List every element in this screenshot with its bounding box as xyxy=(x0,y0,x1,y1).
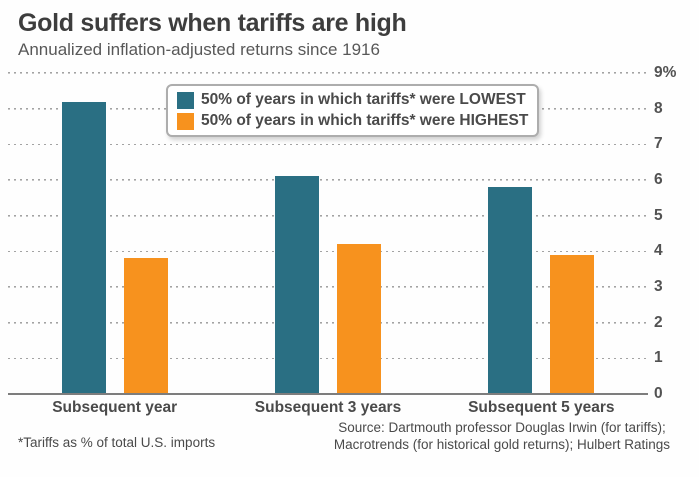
plot-area xyxy=(8,72,648,395)
gridline-9 xyxy=(8,72,648,74)
legend-label-lowest: 50% of years in which tariffs* were LOWE… xyxy=(201,91,526,108)
bar-lowest-2 xyxy=(488,187,533,394)
bar-group-2 xyxy=(435,73,648,394)
source-attribution: Source: Dartmouth professor Douglas Irwi… xyxy=(316,419,688,453)
bar-lowest-1 xyxy=(274,176,319,394)
gridline-3 xyxy=(8,285,648,288)
chart-title: Gold suffers when tariffs are high xyxy=(18,9,407,37)
gridline-7 xyxy=(8,143,648,146)
y-axis-label-5: 5 xyxy=(654,206,663,224)
bar-highest-2 xyxy=(550,254,595,394)
bar-groups xyxy=(8,73,648,394)
bar-group-1 xyxy=(221,73,434,394)
legend: 50% of years in which tariffs* were LOWE… xyxy=(166,84,540,137)
legend-swatch-highest xyxy=(177,112,194,130)
y-axis-label-7: 7 xyxy=(654,135,663,153)
footnote: *Tariffs as % of total U.S. imports xyxy=(18,435,216,450)
x-axis-label-2: Subsequent 5 years xyxy=(468,399,615,416)
x-axis-line xyxy=(8,393,648,395)
gridline-1 xyxy=(8,357,648,360)
y-axis-label-3: 3 xyxy=(654,278,663,295)
gridline-4 xyxy=(8,250,648,253)
gridline-2 xyxy=(8,321,648,324)
y-axis-label-6: 6 xyxy=(654,171,663,188)
gridline-6 xyxy=(8,178,648,181)
chart-subtitle: Annualized inflation-adjusted returns si… xyxy=(18,40,380,59)
y-axis-label-9: 9% xyxy=(654,64,677,81)
legend-item-highest: 50% of years in which tariffs* were HIGH… xyxy=(177,112,528,130)
y-axis-label-1: 1 xyxy=(654,349,663,367)
y-axis: 9% 8 7 6 5 4 3 2 1 0 xyxy=(654,64,698,402)
x-axis-labels: Subsequent year Subsequent 3 years Subsequ… xyxy=(8,399,648,417)
y-axis-label-2: 2 xyxy=(654,313,663,331)
bar-highest-0 xyxy=(123,258,168,394)
y-axis-label-0: 0 xyxy=(654,385,663,402)
source-line-2: Macrotrends (for historical gold returns… xyxy=(333,437,671,452)
legend-item-lowest: 50% of years in which tariffs* were LOWE… xyxy=(177,91,528,109)
y-axis-label-4: 4 xyxy=(654,242,663,260)
y-axis-label-8: 8 xyxy=(654,99,663,117)
x-axis-label-0: Subsequent year xyxy=(52,399,178,416)
bar-highest-1 xyxy=(336,244,381,394)
x-axis-label-1: Subsequent 3 years xyxy=(254,399,402,416)
gridline-5 xyxy=(8,214,648,217)
bar-group-0 xyxy=(8,73,221,394)
source-line-1: Source: Dartmouth professor Douglas Irwi… xyxy=(338,420,666,435)
bar-lowest-0 xyxy=(61,101,106,394)
legend-label-highest: 50% of years in which tariffs* were HIGH… xyxy=(201,112,529,129)
legend-swatch-lowest xyxy=(177,91,194,109)
